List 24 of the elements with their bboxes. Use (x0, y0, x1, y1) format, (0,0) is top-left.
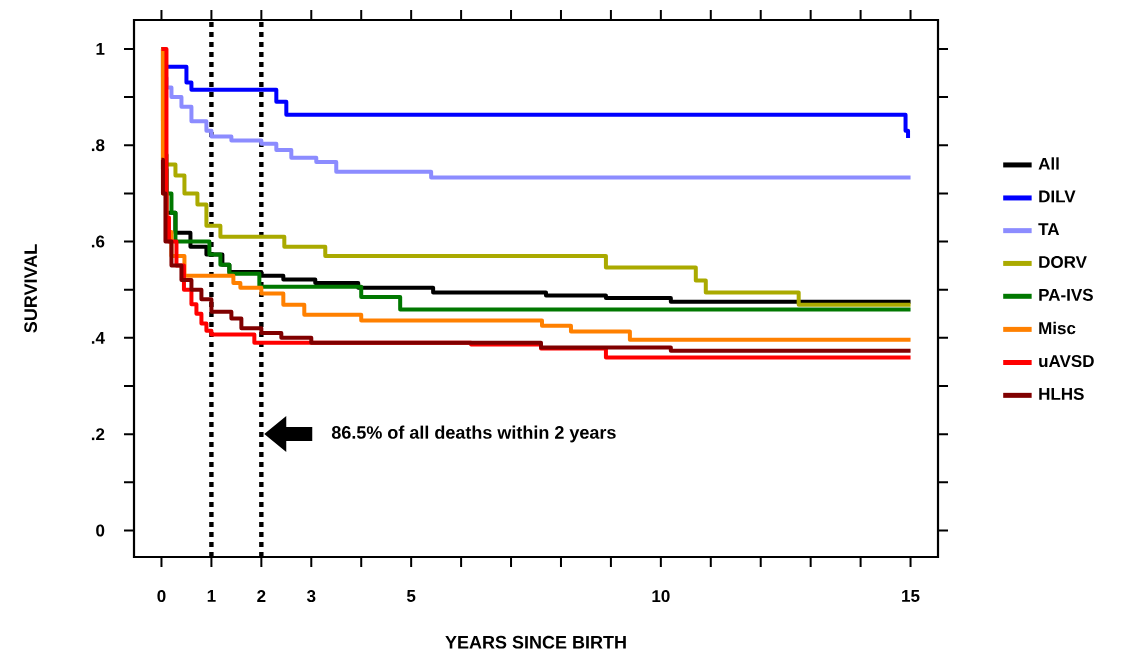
legend-label: PA-IVS (1039, 288, 1093, 301)
x-tick-label: 2 (257, 589, 266, 602)
x-tick-label: 5 (406, 589, 416, 602)
x-tick-label: 1 (207, 589, 216, 602)
legend-label: HLHS (1039, 387, 1084, 400)
y-tick-label: .8 (91, 139, 105, 152)
legend-label: TA (1038, 223, 1060, 235)
y-tick-label: .6 (91, 235, 105, 248)
y-tick-label: .2 (91, 428, 105, 440)
x-axis-title: YEARS SINCE BIRTH (445, 635, 626, 649)
legend-label: uAVSD (1039, 354, 1094, 367)
legend-label: Misc (1039, 321, 1076, 335)
legend-label: DORV (1039, 255, 1087, 268)
x-tick-label: 10 (652, 589, 670, 602)
x-tick-label: 3 (306, 589, 316, 602)
y-axis-title: SURVIVAL (24, 244, 38, 333)
y-tick-label: 1 (96, 42, 105, 55)
x-tick-label: 0 (157, 589, 166, 602)
x-tick-label: 15 (902, 589, 920, 602)
y-tick-label: .4 (91, 331, 105, 344)
legend-label: DILV (1039, 190, 1076, 203)
legend-label: All (1038, 157, 1059, 170)
annotation: 86.5% of all deaths within 2 years (331, 425, 616, 443)
y-tick-label: 0 (96, 524, 105, 537)
